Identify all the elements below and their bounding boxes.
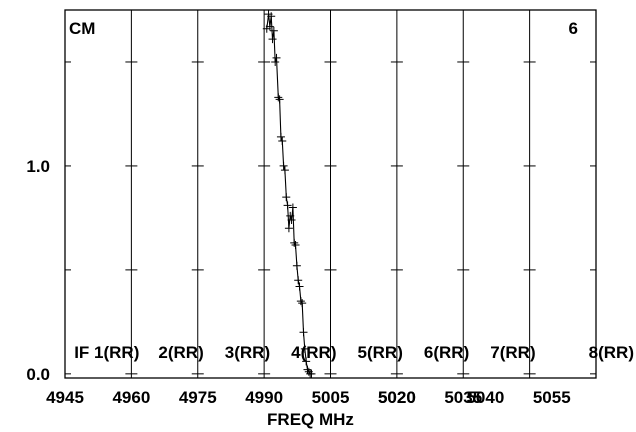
data-point [280, 166, 289, 175]
data-point [295, 282, 304, 291]
data-point [307, 369, 316, 378]
if-label-5: 5(RR) [358, 343, 403, 362]
if-label-4: 4(RR) [291, 343, 336, 362]
data-point [302, 357, 311, 366]
series-line-1 [266, 14, 312, 375]
data-point [300, 344, 309, 353]
y-tick-label: 0.0 [26, 365, 50, 384]
x-tick-label: 4990 [245, 388, 283, 407]
data-point [267, 12, 276, 21]
data-point [296, 297, 305, 306]
x-tick-label: 5005 [312, 388, 350, 407]
plot-frame [64, 9, 597, 379]
data-point [282, 193, 291, 202]
y-tick-labels: 0.0 1.0 [26, 157, 50, 384]
x-tick-label: 4975 [179, 388, 217, 407]
x-tick-label: 5020 [378, 388, 416, 407]
data-point [278, 136, 287, 145]
if-label-6: 6(RR) [424, 343, 469, 362]
x-axis-label: FREQ MHz [267, 410, 354, 429]
data-point [288, 203, 297, 212]
if-label-7: 7(RR) [490, 343, 535, 362]
x-tick-label: 5040 [466, 388, 504, 407]
grid-lines [130, 10, 531, 378]
x-tick-label: 5020 [378, 388, 416, 407]
data-point [276, 132, 285, 141]
x-tick-label: 5055 [533, 388, 571, 407]
data-point [272, 53, 281, 62]
data-point [284, 224, 293, 233]
corner-label-right: 6 [569, 19, 578, 38]
x-tick-label: 4960 [112, 388, 150, 407]
data-point [291, 240, 300, 249]
tick-marks [65, 61, 596, 375]
data-point [275, 95, 284, 104]
if-label-8: 8(RR) [589, 343, 634, 362]
data-point [269, 26, 278, 35]
if-label-1: IF 1(RR) [74, 343, 139, 362]
data-point [286, 211, 295, 220]
if-label-2: 2(RR) [158, 343, 203, 362]
if-label-3: 3(RR) [225, 343, 270, 362]
y-tick-label: 1.0 [26, 157, 50, 176]
corner-label-left: CM [69, 19, 95, 38]
data-point [292, 261, 301, 270]
series-layer [262, 10, 316, 378]
data-point [283, 201, 292, 210]
x-tick-label: 5035 [444, 388, 482, 407]
data-point [299, 328, 308, 337]
data-point [294, 276, 303, 285]
data-point [271, 57, 280, 66]
data-point [274, 93, 283, 102]
data-point [298, 299, 307, 308]
data-point [303, 365, 312, 374]
data-point [268, 35, 277, 44]
data-point [287, 215, 296, 224]
x-tick-label: 4945 [46, 388, 84, 407]
if-labels: IF 1(RR) 2(RR) 3(RR) 4(RR) 5(RR) 6(RR) 7(RR) 8(… [74, 343, 634, 362]
data-point [265, 22, 274, 31]
data-point [290, 238, 299, 247]
data-point [279, 161, 288, 170]
